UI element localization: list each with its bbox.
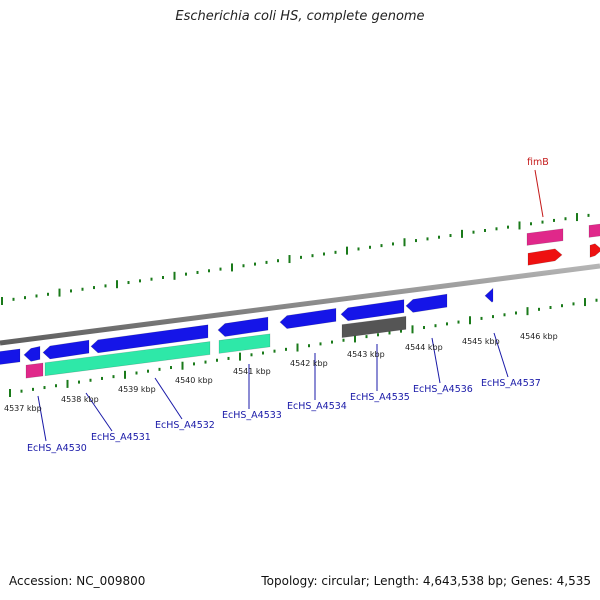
cds-feature[interactable] [279, 308, 337, 329]
gene-label-echs-a4533[interactable]: EcHS_A4533 [222, 410, 282, 421]
cds-feature[interactable] [90, 324, 209, 354]
gene-labels: EcHS_A4530 EcHS_A4531 EcHS_A4532 EcHS_A4… [27, 157, 549, 454]
accession-text: Accession: NC_009800 [9, 574, 146, 588]
gene-label-echs-a4531[interactable]: EcHS_A4531 [91, 432, 151, 443]
label-leader-line [431, 337, 441, 384]
cds-feature[interactable] [484, 287, 494, 303]
label-leader-line [154, 377, 183, 420]
misc-feature[interactable] [588, 223, 600, 238]
gene-label-echs-a4530[interactable]: EcHS_A4530 [27, 443, 87, 454]
rna-feature[interactable] [44, 341, 211, 377]
feature-track [0, 223, 600, 379]
tick-label: 4540 kbp [175, 376, 213, 385]
gene-label-echs-a4537[interactable]: EcHS_A4537 [481, 378, 541, 389]
gene-label-fimb[interactable]: fimB [527, 157, 549, 168]
upper-tick-track [1, 213, 590, 305]
cds-feature[interactable] [0, 348, 21, 365]
gene-label-echs-a4535[interactable]: EcHS_A4535 [350, 392, 410, 403]
label-leader-line [493, 332, 509, 378]
gene-label-echs-a4534[interactable]: EcHS_A4534 [287, 401, 347, 412]
genome-backbone [0, 263, 600, 346]
pseudo-feature[interactable] [341, 316, 407, 338]
tick-label: 4542 kbp [290, 359, 328, 368]
fimb-misc-feature[interactable] [526, 228, 564, 246]
cds-feature[interactable] [23, 345, 41, 362]
gene-label-echs-a4536[interactable]: EcHS_A4536 [413, 384, 473, 395]
tick-label: 4541 kbp [233, 367, 271, 376]
genome-summary-text: Topology: circular; Length: 4,643,538 bp… [261, 574, 591, 588]
cds-feature[interactable] [217, 316, 269, 337]
cds-feature[interactable] [340, 299, 405, 322]
misc-feature[interactable] [25, 362, 44, 379]
tick-label: 4544 kbp [405, 343, 443, 352]
fimb-cds-feature[interactable] [527, 248, 563, 266]
label-leaders [37, 169, 544, 442]
map-title: Escherichia coli HS, complete genome [175, 9, 425, 24]
tick-label: 4545 kbp [462, 337, 500, 346]
label-leader-line [85, 392, 113, 432]
gene-label-echs-a4532[interactable]: EcHS_A4532 [155, 420, 215, 431]
tick-label: 4537 kbp [4, 404, 42, 413]
label-leader-line [37, 395, 47, 442]
label-leader-line [534, 169, 544, 218]
tick-label: 4546 kbp [520, 332, 558, 341]
tick-label: 4538 kbp [61, 395, 99, 404]
scale-labels: 4537 kbp 4538 kbp 4539 kbp 4540 kbp 4541… [4, 332, 558, 413]
cds-feature[interactable] [589, 243, 600, 258]
tick-label: 4539 kbp [118, 385, 156, 394]
cds-feature[interactable] [405, 293, 448, 313]
rna-feature[interactable] [218, 333, 271, 354]
tick-label: 4543 kbp [347, 350, 385, 359]
cds-feature[interactable] [42, 339, 90, 360]
lower-tick-track [9, 298, 598, 397]
